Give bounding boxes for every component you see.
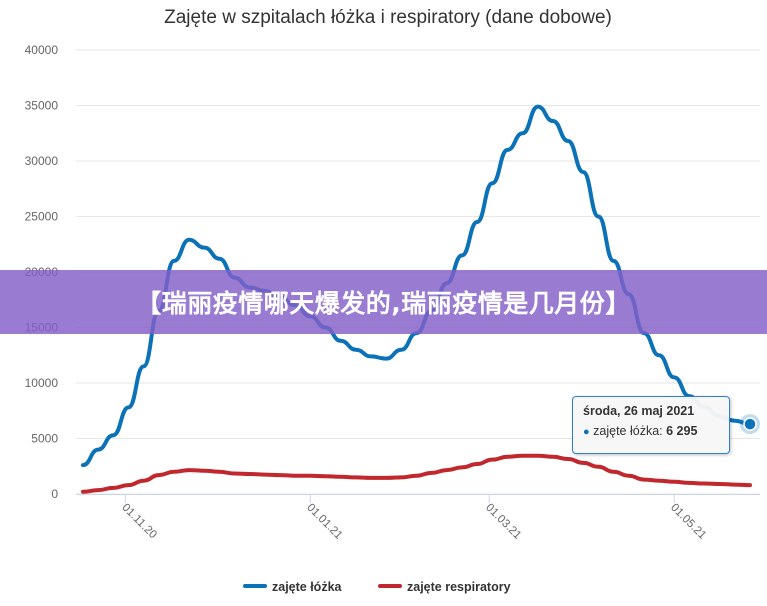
x-tick-label: 01.05.21	[668, 502, 708, 542]
x-axis: 01.11.20 01.01.21 01.03.21 01.05.21	[76, 494, 760, 542]
y-tick-label: 25000	[25, 210, 59, 224]
legend-label-respirators[interactable]: zajęte respiratory	[407, 580, 511, 594]
overlay-banner: 【瑞丽疫情哪天爆发的,瑞丽疫情是几月份】	[0, 270, 767, 334]
tooltip-row: ● zajęte łóżka: 6 295	[583, 424, 698, 438]
y-tick-label: 40000	[25, 43, 59, 57]
legend-label-beds[interactable]: zajęte łóżka	[272, 580, 343, 594]
y-tick-label: 35000	[25, 99, 59, 113]
x-tick-label: 01.11.20	[119, 502, 159, 542]
chart-tooltip: środa, 26 maj 2021 ● zajęte łóżka: 6 295	[572, 396, 730, 454]
y-tick-label: 0	[51, 487, 58, 501]
bullet-icon: ●	[583, 426, 590, 438]
y-tick-label: 10000	[25, 376, 59, 390]
banner-text: 【瑞丽疫情哪天爆发的,瑞丽疫情是几月份】	[136, 289, 631, 318]
series-line-respirators[interactable]	[81, 453, 752, 494]
x-tick-label: 01.01.21	[304, 502, 344, 542]
tooltip-value: 6 295	[666, 424, 698, 438]
tooltip-series-label: zajęte łóżka	[593, 424, 660, 438]
hover-point[interactable]	[743, 417, 757, 431]
chart-title: Zajęte w szpitalach łóżka i respiratory …	[164, 7, 612, 28]
y-tick-label: 5000	[31, 432, 58, 446]
tooltip-date: środa, 26 maj 2021	[583, 404, 695, 418]
y-tick-label: 30000	[25, 154, 59, 168]
legend[interactable]: zajęte łóżka zajęte respiratory	[243, 580, 511, 594]
x-tick-label: 01.03.21	[483, 502, 523, 542]
